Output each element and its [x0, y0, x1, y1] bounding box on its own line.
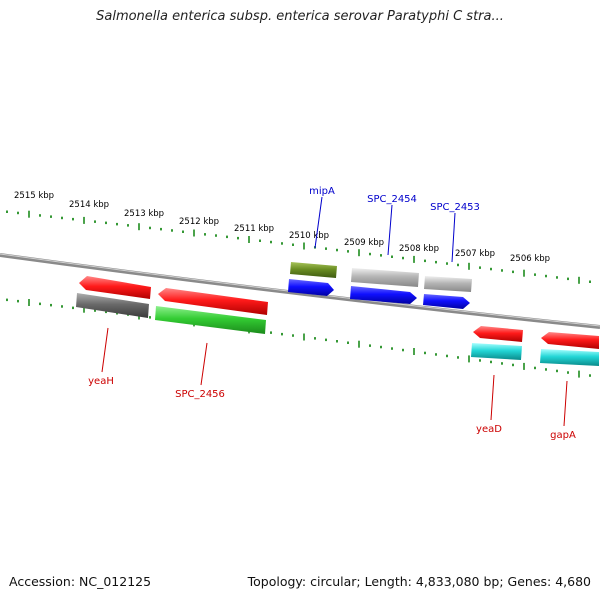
gene-label-SPC_2453[interactable]: SPC_2453 — [430, 202, 480, 213]
scale-label: 2508 kbp — [399, 244, 439, 254]
scale-label: 2510 kbp — [289, 231, 329, 241]
gene-label-SPC_2454[interactable]: SPC_2454 — [367, 194, 417, 205]
scale-label: 2506 kbp — [510, 254, 550, 264]
leader-line-gapA — [563, 380, 568, 427]
gene-label-yeaH[interactable]: yeaH — [88, 376, 114, 387]
scale-label: 2515 kbp — [14, 191, 54, 201]
gene-feature-SPC_2454[interactable] — [351, 268, 419, 287]
label-leaders — [101, 196, 568, 427]
gene-feature-SPC_2456[interactable] — [158, 288, 268, 315]
forward-strand-features — [288, 262, 472, 309]
leader-line-yeaD — [490, 374, 495, 421]
gene-feature-yeaH[interactable] — [79, 276, 151, 299]
gene-feature-yeaD-cds[interactable] — [471, 343, 522, 360]
gene-label-yeaD[interactable]: yeaD — [476, 424, 502, 435]
gene-feature-gapA-cds[interactable] — [540, 349, 599, 366]
gene-feature-gapA[interactable] — [541, 332, 599, 349]
leader-line-SPC_2454 — [387, 204, 393, 256]
gene-feature-yeaH-cds[interactable] — [76, 293, 149, 318]
gene-feature-mipA[interactable] — [290, 262, 337, 278]
accession-text: Accession: NC_012125 — [9, 574, 152, 589]
scale-labels: 2515 kbp 2514 kbp 2513 kbp 2512 kbp 2511… — [14, 191, 550, 264]
genome-backbone — [0, 253, 600, 329]
gene-feature-SPC_2453[interactable] — [424, 276, 472, 292]
scale-label: 2513 kbp — [124, 209, 164, 219]
gene-feature-SPC_2454-cds[interactable] — [350, 286, 417, 304]
leader-line-mipA — [314, 196, 323, 249]
gene-label-gapA[interactable]: gapA — [550, 430, 576, 441]
scale-label: 2512 kbp — [179, 217, 219, 227]
leader-line-SPC_2456 — [200, 342, 208, 386]
gene-label-SPC_2456[interactable]: SPC_2456 — [175, 389, 225, 400]
scale-ticks-top — [6, 210, 591, 284]
gene-feature-SPC_2453-cds[interactable] — [423, 294, 470, 309]
gene-label-mipA[interactable]: mipA — [309, 186, 335, 197]
gene-feature-yeaD[interactable] — [473, 326, 523, 342]
gene-labels: mipA SPC_2454 SPC_2453 yeaH SPC_2456 yea… — [88, 186, 576, 441]
gene-feature-SPC_2456-cds[interactable] — [155, 306, 266, 334]
scale-label: 2509 kbp — [344, 238, 384, 248]
gene-feature-mipA-cds[interactable] — [288, 279, 334, 296]
reverse-strand-features — [76, 276, 599, 366]
scale-label: 2514 kbp — [69, 200, 109, 210]
scale-label: 2511 kbp — [234, 224, 274, 234]
scale-label: 2507 kbp — [455, 249, 495, 259]
topology-text: Topology: circular; Length: 4,833,080 bp… — [247, 574, 591, 589]
leader-line-yeaH — [101, 327, 109, 373]
leader-line-SPC_2453 — [451, 212, 456, 263]
map-title: Salmonella enterica subsp. enterica sero… — [96, 9, 504, 24]
